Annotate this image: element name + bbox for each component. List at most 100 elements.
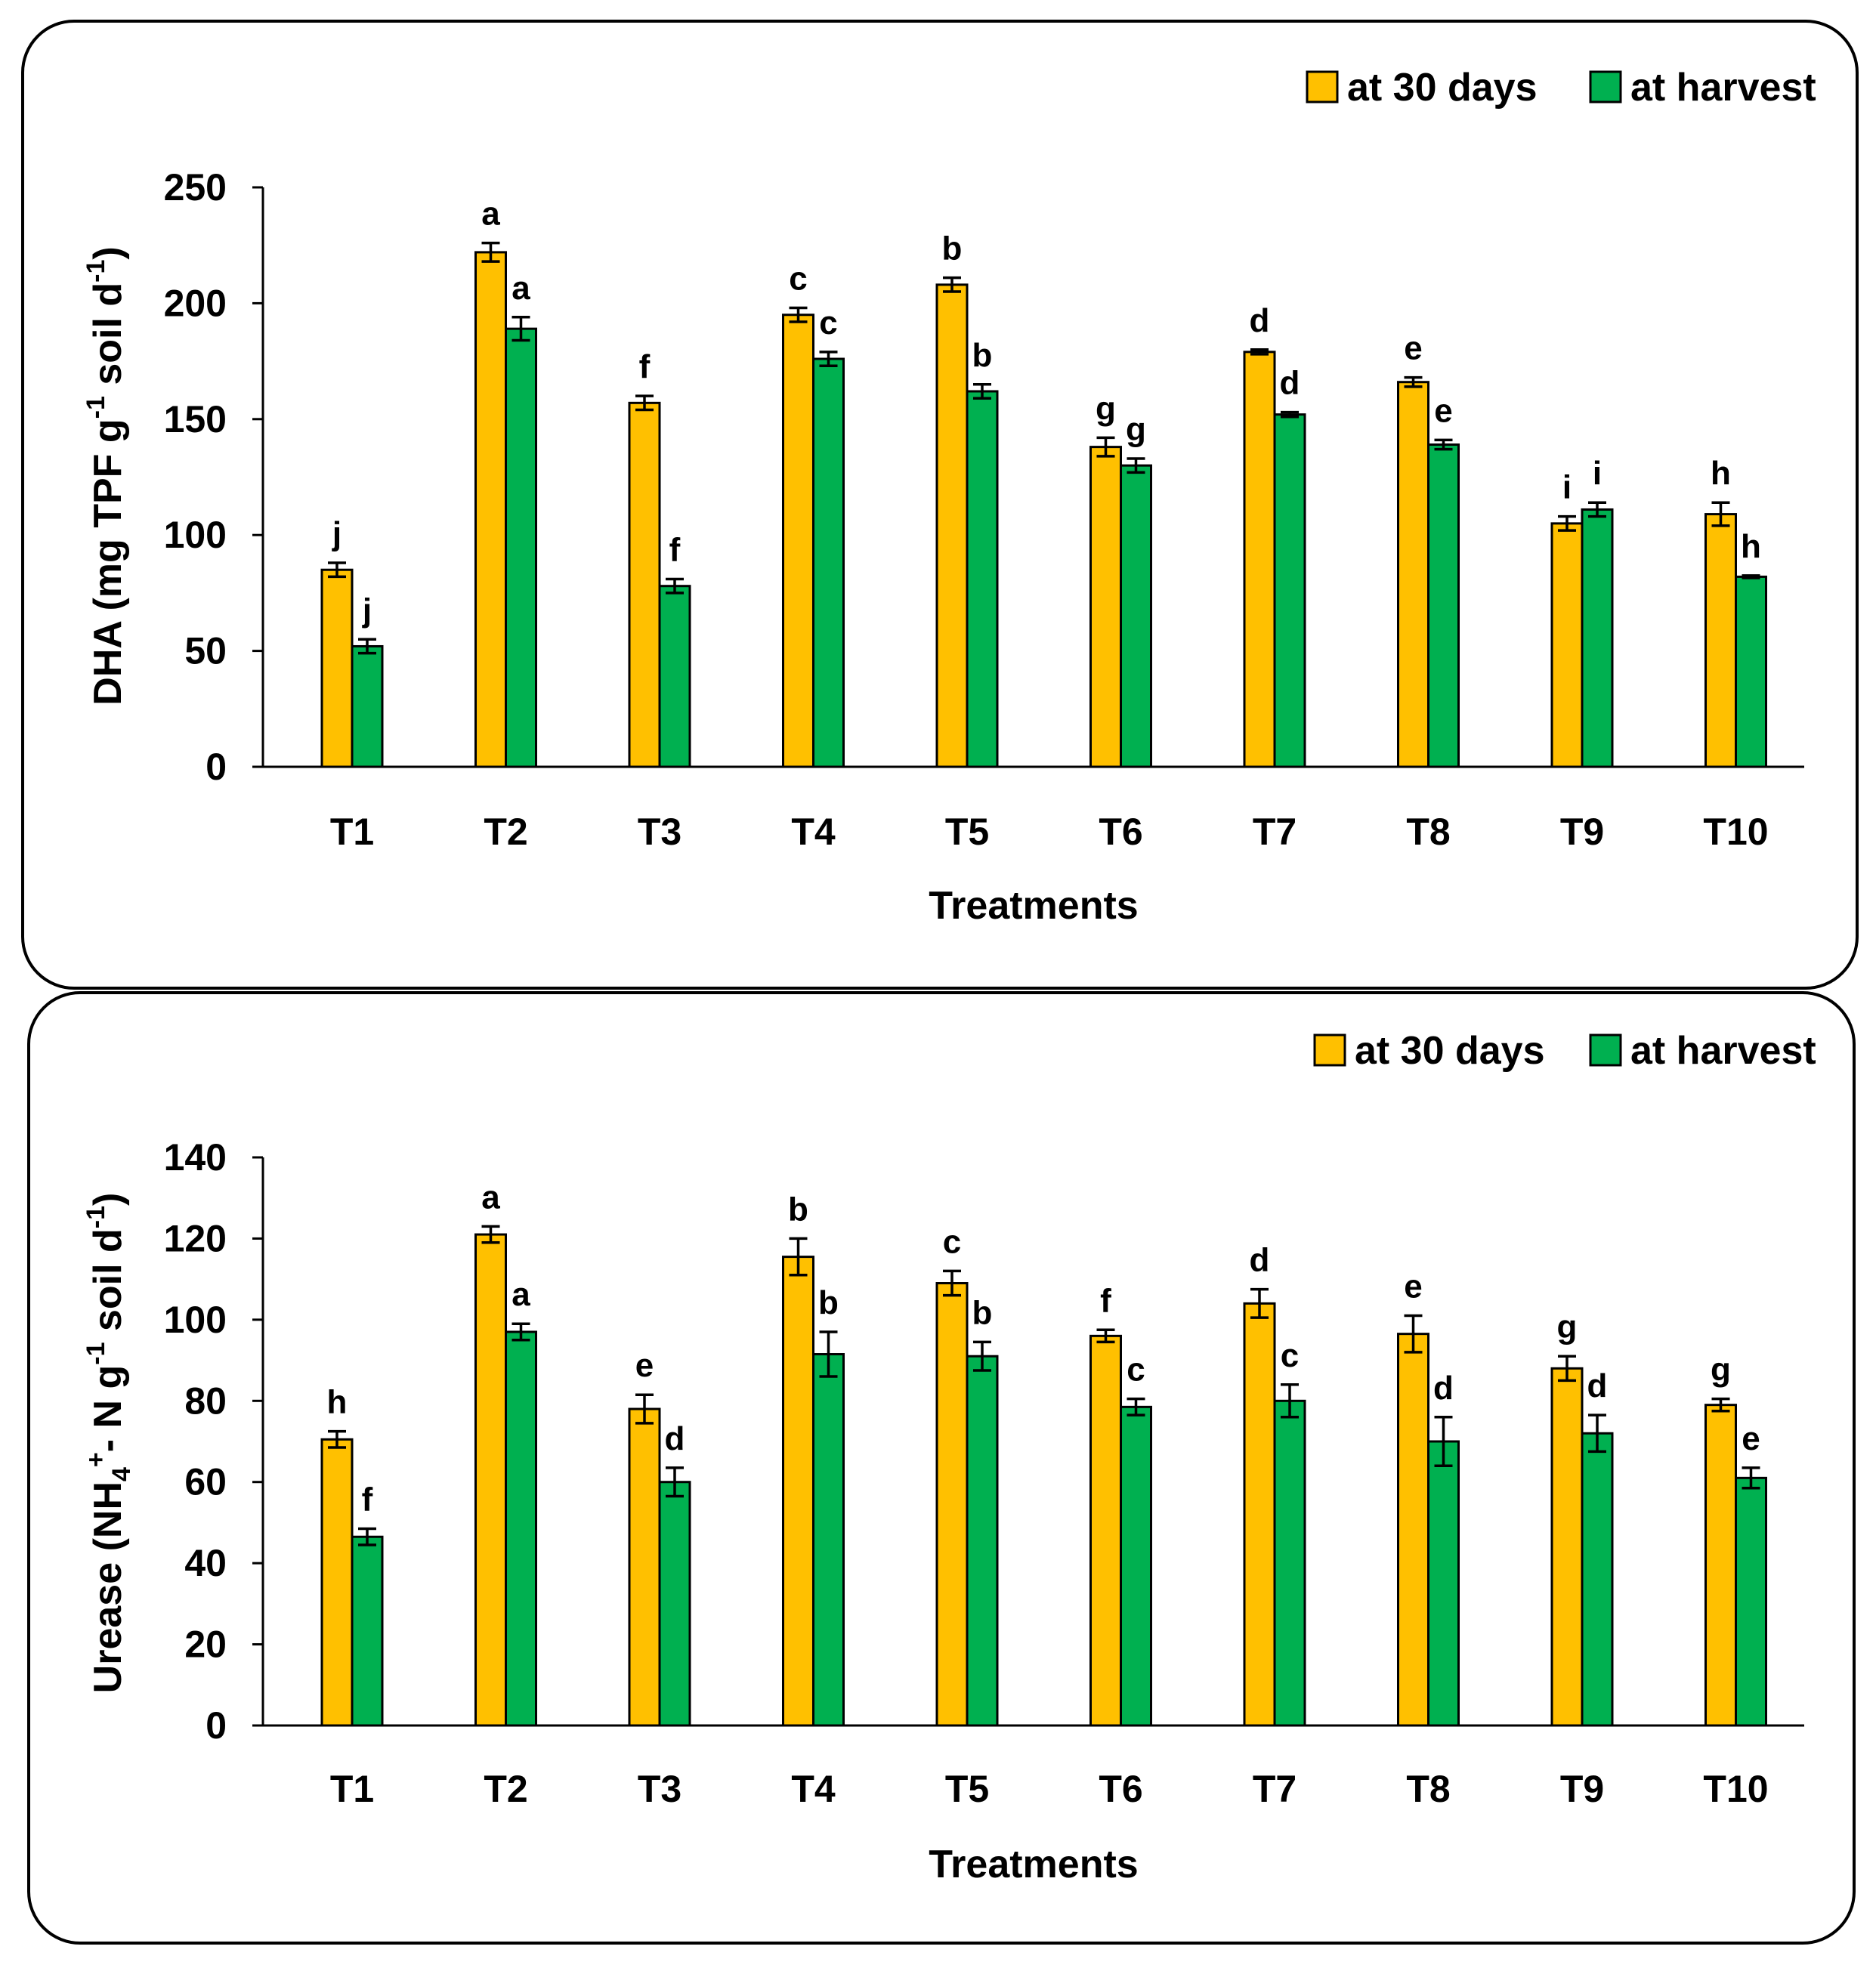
bar [505, 1330, 537, 1727]
data-label: f [669, 531, 681, 568]
data-label: b [788, 1191, 808, 1228]
data-label: d [1250, 302, 1270, 339]
data-label: g [1126, 411, 1146, 448]
bar [1735, 1476, 1767, 1727]
bar [1427, 1440, 1460, 1727]
x-tick-label: T1 [330, 1768, 374, 1810]
bar [782, 314, 814, 768]
x-tick-label: T10 [1703, 1768, 1768, 1810]
data-label: f [1100, 1282, 1111, 1319]
data-label: e [1742, 1420, 1760, 1457]
y-axis-title-part: ) [86, 246, 130, 259]
bar [1704, 1404, 1737, 1727]
legend-swatch [1589, 70, 1622, 103]
bar [812, 357, 845, 768]
y-tick-label: 40 [184, 1542, 227, 1584]
x-tick-label: T8 [1406, 811, 1450, 853]
data-label: h [327, 1384, 348, 1421]
bar [658, 585, 691, 768]
data-label: b [972, 337, 993, 374]
bar [1397, 381, 1429, 768]
bar [628, 401, 661, 768]
bar [505, 327, 537, 768]
y-axis-title-part: soil d [86, 283, 130, 396]
y-tick-label: 0 [206, 1704, 227, 1747]
x-tick-label: T6 [1099, 1768, 1142, 1810]
y-axis-title-part: soil d [86, 1228, 130, 1342]
bar [966, 390, 999, 768]
x-tick-label: T3 [638, 1768, 681, 1810]
y-axis-title: DHA (mg TPF g-1 soil d-1) [82, 246, 130, 705]
x-tick-label: T8 [1406, 1768, 1450, 1810]
x-axis-title: Treatments [929, 884, 1138, 928]
data-label: d [1587, 1367, 1608, 1404]
data-label: d [665, 1420, 685, 1457]
y-tick-label: 0 [206, 746, 227, 788]
bar [1581, 508, 1614, 768]
x-tick-label: T7 [1253, 1768, 1297, 1810]
data-label: a [481, 1179, 500, 1216]
y-tick-label: 200 [164, 282, 227, 324]
bar [320, 1438, 354, 1727]
bar [812, 1353, 845, 1727]
chart-2: 020406080100120140T1hfT2aaT3edT4bbT5cbT6… [82, 1029, 1816, 1886]
bar [1550, 1367, 1584, 1727]
bar [1243, 351, 1276, 768]
data-label: c [1127, 1352, 1145, 1389]
data-label: f [639, 348, 651, 385]
bar [1704, 513, 1737, 768]
data-label: e [1404, 1268, 1422, 1305]
y-tick-label: 150 [164, 398, 227, 440]
bar [1243, 1302, 1276, 1727]
x-tick-label: T10 [1703, 811, 1768, 853]
data-label: d [1280, 365, 1300, 402]
x-tick-label: T9 [1560, 811, 1604, 853]
x-tick-label: T4 [791, 811, 836, 853]
bar [320, 568, 354, 768]
data-label: d [1250, 1242, 1270, 1279]
bar [966, 1355, 999, 1727]
data-label: d [1433, 1370, 1454, 1407]
data-label: i [1593, 455, 1602, 492]
y-axis-title-sup: -1 [82, 1342, 110, 1364]
data-label: c [1281, 1337, 1299, 1374]
y-axis-title-part: ) [86, 1193, 130, 1206]
bar [1581, 1432, 1614, 1727]
bar [1089, 1334, 1122, 1727]
data-label: c [943, 1223, 961, 1260]
bar [1120, 464, 1152, 768]
x-tick-label: T5 [945, 1768, 989, 1810]
data-label: f [362, 1481, 373, 1518]
data-label: j [362, 592, 372, 629]
bar [1397, 1333, 1429, 1727]
data-label: g [1096, 390, 1116, 427]
bar [782, 1256, 814, 1727]
x-tick-label: T9 [1560, 1768, 1604, 1810]
x-tick-label: T4 [791, 1768, 836, 1810]
bar [1089, 446, 1122, 768]
legend-label: at harvest [1630, 1029, 1816, 1073]
bar [628, 1407, 661, 1727]
x-tick-label: T3 [638, 811, 681, 853]
x-tick-label: T1 [330, 811, 374, 853]
y-axis-title-sub: 4 [107, 1467, 136, 1481]
y-axis-title-sup: -1 [82, 396, 110, 419]
chart-1: 0 50 100 150 200 250 T1 j j T2 aa T3 f f T4 cc T5 b b T6 gg T… [82, 66, 1816, 928]
y-axis-title-sup: + [82, 1452, 110, 1467]
bar [658, 1481, 691, 1727]
legend-swatch [1313, 1033, 1346, 1067]
x-tick-label: T2 [484, 811, 527, 853]
data-label: e [1404, 330, 1422, 367]
x-tick-label: T5 [945, 811, 989, 853]
y-tick-label: 20 [184, 1624, 227, 1666]
data-label: a [511, 270, 530, 307]
data-label: e [1434, 392, 1452, 429]
y-axis-title-sup: -1 [82, 1206, 110, 1228]
x-axis-title: Treatments [929, 1843, 1138, 1886]
legend-label: at harvest [1630, 66, 1816, 110]
legend-label: at 30 days [1355, 1029, 1545, 1073]
bar [1120, 1405, 1152, 1727]
bar [1273, 413, 1306, 768]
y-tick-label: 50 [184, 630, 227, 672]
